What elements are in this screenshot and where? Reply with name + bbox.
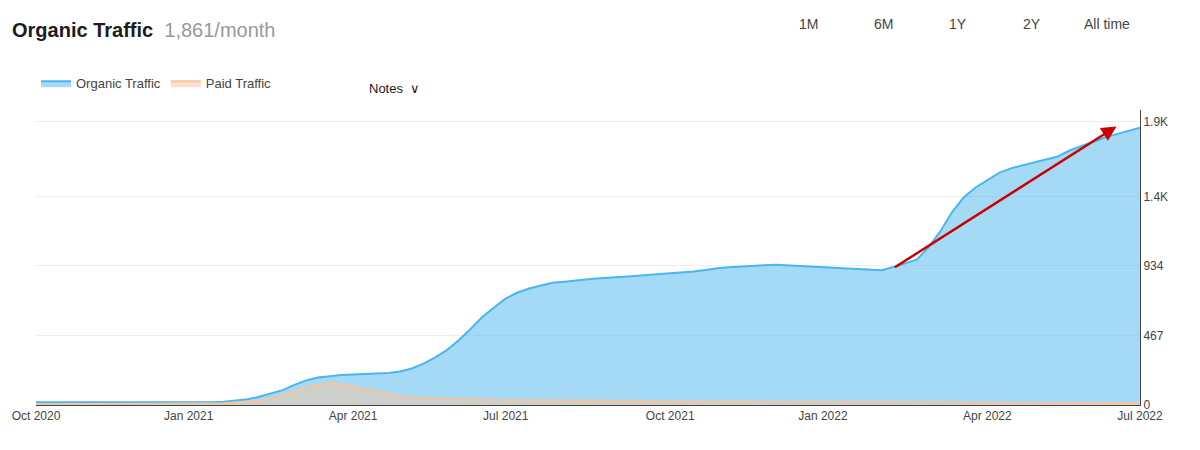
svg-text:Jan 2022: Jan 2022: [798, 409, 848, 423]
svg-text:Oct 2021: Oct 2021: [646, 409, 695, 423]
svg-text:2Y: 2Y: [1023, 16, 1041, 32]
svg-text:934: 934: [1143, 259, 1163, 273]
svg-text:Jul 2022: Jul 2022: [1117, 409, 1163, 423]
svg-text:Notes ∨: Notes ∨: [369, 81, 420, 96]
svg-text:1.4K: 1.4K: [1143, 190, 1168, 204]
svg-text:Paid Traffic: Paid Traffic: [206, 76, 271, 91]
svg-text:Apr 2021: Apr 2021: [329, 409, 378, 423]
svg-text:1.9K: 1.9K: [1143, 115, 1168, 129]
svg-text:Jan 2021: Jan 2021: [164, 409, 214, 423]
svg-text:Oct 2020: Oct 2020: [12, 409, 61, 423]
svg-text:6M: 6M: [874, 16, 893, 32]
svg-text:Organic Traffic: Organic Traffic: [76, 76, 161, 91]
svg-text:1M: 1M: [799, 16, 818, 32]
svg-text:0: 0: [1143, 398, 1150, 412]
svg-text:Jul 2021: Jul 2021: [483, 409, 529, 423]
svg-text:All time: All time: [1084, 16, 1130, 32]
svg-text:Apr 2022: Apr 2022: [963, 409, 1012, 423]
svg-text:467: 467: [1143, 329, 1163, 343]
svg-text:1Y: 1Y: [949, 16, 967, 32]
svg-text:Organic Traffic 1,861/month: Organic Traffic 1,861/month: [12, 19, 275, 41]
